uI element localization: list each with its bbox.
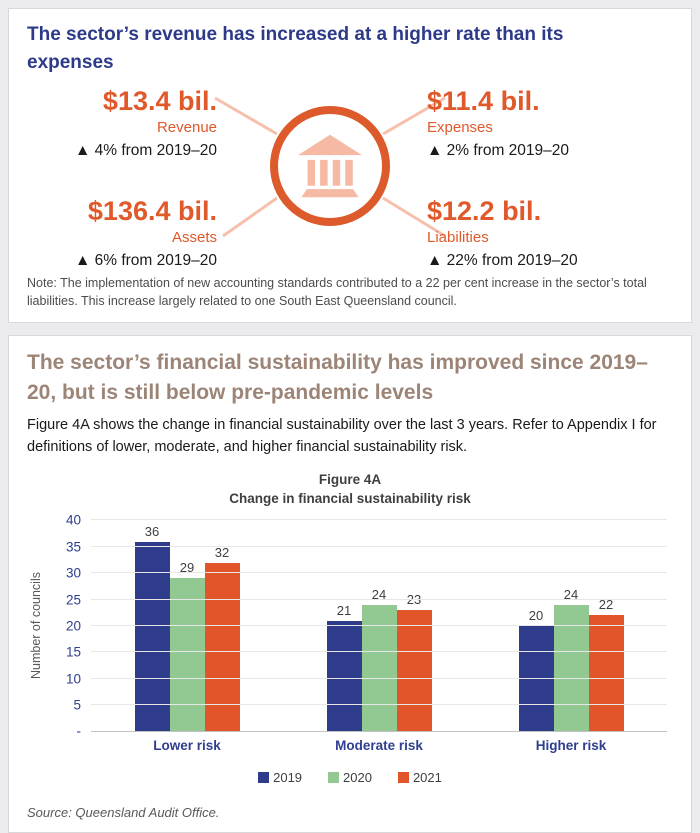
category-label: Lower risk (153, 738, 221, 754)
y-axis-title: Number of councils (29, 572, 43, 680)
bar-2020: 29 (169, 560, 205, 732)
stat-revenue-value: $13.4 bil. (102, 86, 217, 117)
bar-2021: 32 (204, 545, 240, 732)
stat-expenses-value: $11.4 bil. (427, 86, 540, 117)
legend-swatch (397, 772, 409, 784)
chart-legend: 2019 2020 2021 (27, 770, 673, 785)
category-axis: Lower risk Moderate risk Higher risk (91, 738, 667, 753)
y-gridline (91, 598, 667, 600)
revenue-heading: The sector’s revenue has increased at a … (27, 24, 564, 73)
figure-title: Figure 4A Change in financial sustainabi… (27, 471, 673, 509)
y-gridline (91, 704, 667, 706)
bar-value-label: 20 (528, 607, 544, 623)
y-tick-label: - (76, 723, 82, 739)
stat-revenue-delta: ▲ 4% from 2019–20 (74, 141, 217, 159)
sustainability-intro: Figure 4A shows the change in financial … (27, 417, 657, 455)
stat-liabilities-label: Liabilities (427, 229, 489, 247)
bar-value-label: 32 (214, 544, 230, 560)
stat-assets: $136.4 bil. Assets ▲ 6% from 2019–20 (27, 196, 217, 271)
y-tick-label: 30 (65, 565, 81, 581)
bar-2019: 20 (518, 608, 554, 732)
stat-assets-label: Assets (171, 229, 217, 247)
plot-area: 36 29 32 21 24 23 20 24 22 - 5 10 15 20 25 30 35 40 (66, 513, 667, 739)
bar-2021: 23 (396, 592, 432, 732)
bar-2019: 21 (326, 603, 362, 732)
y-tick-label: 15 (65, 644, 81, 660)
y-gridline (91, 519, 667, 521)
report-page: The sector’s revenue has increased at a … (8, 8, 692, 833)
source-line: Source: Queensland Audit Office. (27, 805, 220, 821)
y-tick-label: 35 (65, 539, 81, 555)
bar-value-label: 29 (179, 560, 195, 576)
panel-note: Note: The implementation of new accounti… (27, 276, 647, 309)
stat-revenue-label: Revenue (156, 119, 217, 137)
legend-swatch (328, 772, 340, 784)
bar-group: 20 24 22 (475, 520, 667, 732)
legend-swatch (258, 772, 270, 784)
bar-value-label: 22 (598, 597, 614, 613)
connector-lines (214, 96, 446, 238)
sustainability-heading: The sector’s financial sustainability ha… (27, 351, 648, 404)
y-gridline (91, 651, 667, 653)
figure-number: Figure 4A (318, 471, 382, 487)
sustainability-chart: Number of councils 36 29 32 21 24 23 20 24 22 - 5… (27, 512, 673, 762)
stat-liabilities-delta: ▲ 22% from 2019–20 (427, 251, 578, 269)
bar-group: 36 29 32 (91, 520, 283, 732)
sector-circle (270, 106, 390, 227)
stat-assets-delta: ▲ 6% from 2019–20 (74, 251, 217, 269)
bar-value-label: 24 (563, 586, 579, 602)
category-label: Higher risk (535, 738, 607, 754)
bar-2019: 36 (134, 524, 170, 732)
legend-label: 2021 (412, 770, 442, 786)
y-gridline (91, 624, 667, 626)
y-tick-label: 25 (65, 592, 81, 608)
legend-label: 2020 (343, 770, 372, 786)
stat-revenue: $13.4 bil. Revenue ▲ 4% from 2019–20 (27, 86, 217, 161)
sustainability-panel: The sector’s financial sustainability ha… (8, 335, 692, 833)
stat-expenses: $11.4 bil. Expenses ▲ 2% from 2019–20 (427, 86, 667, 161)
legend-item-2021: 2021 (397, 770, 442, 786)
revenue-panel: The sector’s revenue has increased at a … (8, 8, 692, 324)
legend-item-2020: 2020 (328, 770, 372, 785)
bar-2020: 24 (553, 587, 589, 732)
y-tick-label: 40 (65, 512, 81, 528)
bar-value-label: 23 (406, 592, 422, 608)
legend-item-2019: 2019 (258, 770, 302, 785)
y-gridline (91, 677, 667, 679)
bar-value-label: 36 (144, 523, 160, 539)
bar-groups: 36 29 32 21 24 23 20 24 22 (91, 520, 667, 732)
legend-label: 2019 (273, 770, 303, 786)
bar-value-label: 24 (371, 586, 387, 602)
stat-expenses-label: Expenses (427, 119, 493, 137)
stat-assets-value: $136.4 bil. (87, 196, 217, 227)
y-gridline (91, 545, 667, 547)
stat-liabilities-value: $12.2 bil. (427, 196, 542, 227)
stat-expenses-delta: ▲ 2% from 2019–20 (427, 141, 570, 159)
y-tick-label: 10 (65, 671, 81, 687)
y-tick-label: 5 (73, 697, 81, 713)
bar-group: 21 24 23 (283, 520, 475, 732)
bar-2021: 22 (588, 597, 624, 732)
y-gridline (91, 572, 667, 574)
bar-2020: 24 (361, 587, 397, 732)
revenue-infographic: $13.4 bil. Revenue ▲ 4% from 2019–20 $11… (27, 84, 673, 271)
figure-subtitle: Change in financial sustainability risk (229, 490, 471, 506)
y-tick-label: 20 (65, 618, 81, 634)
bank-icon (298, 134, 362, 198)
stat-liabilities: $12.2 bil. Liabilities ▲ 22% from 2019–2… (427, 196, 667, 271)
bar-value-label: 21 (336, 602, 352, 618)
category-label: Moderate risk (335, 738, 423, 754)
